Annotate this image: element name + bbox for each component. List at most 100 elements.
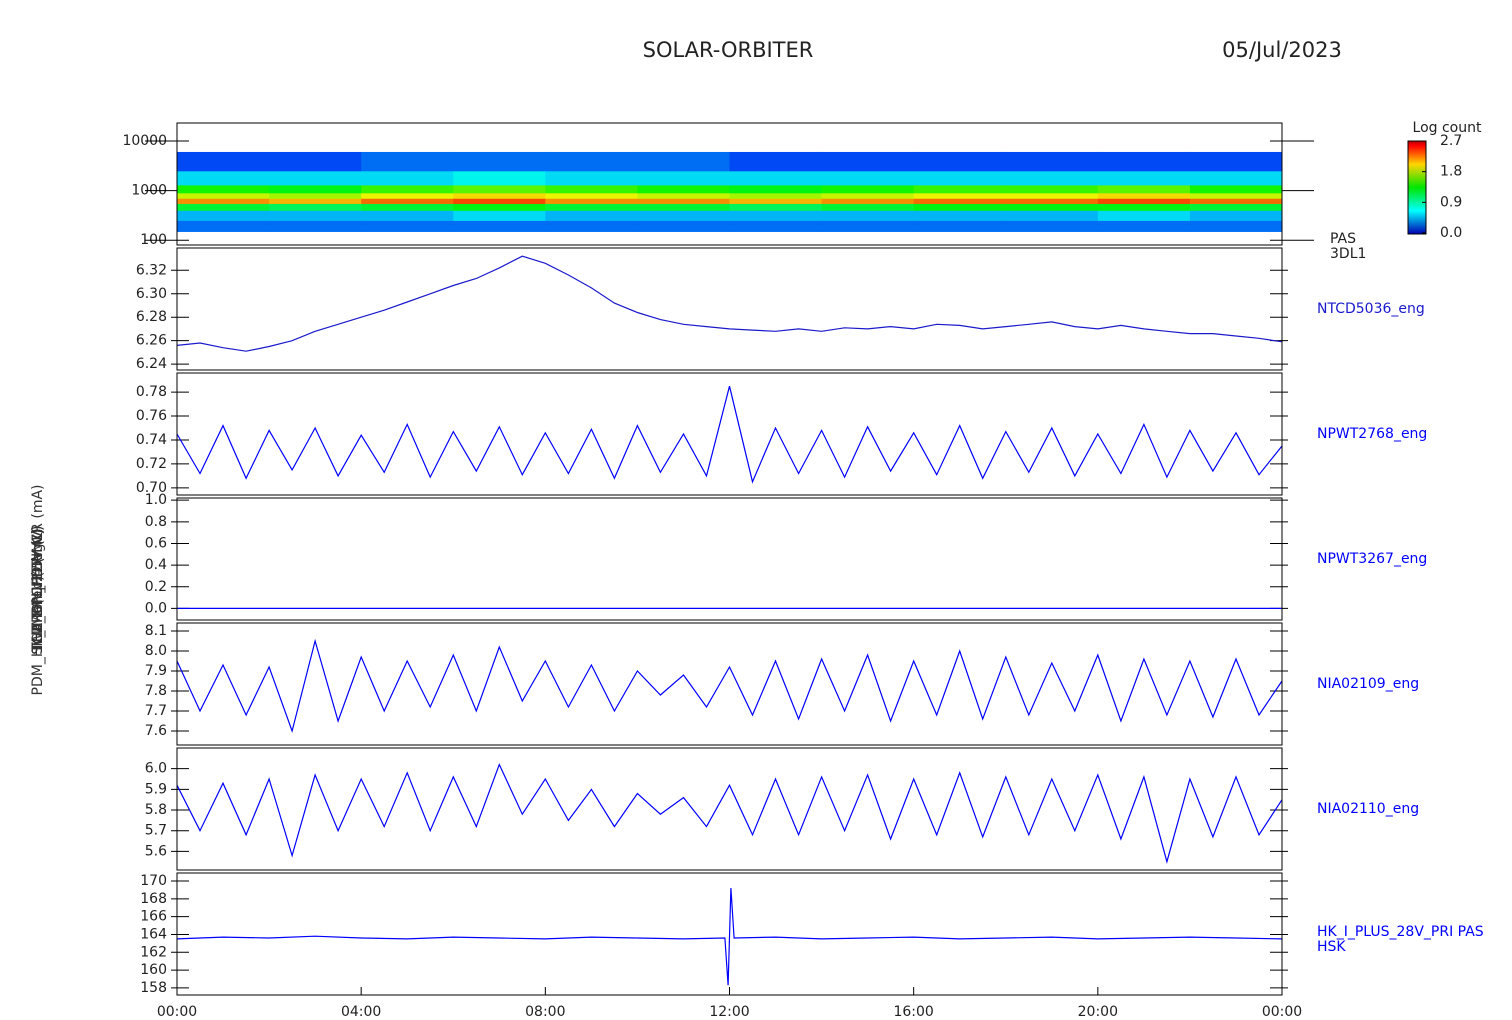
y-tick-label: 7.9	[145, 663, 167, 679]
heat-cell	[1005, 151, 1099, 172]
heat-cell	[1005, 210, 1099, 221]
y-axis-label: THERM CH4 (mV)	[30, 529, 46, 652]
panel-label: 3DL1	[1330, 246, 1366, 262]
heat-cell	[1189, 198, 1283, 204]
heat-cell	[269, 203, 362, 211]
heat-cell	[1005, 170, 1099, 186]
heat-cell	[1005, 184, 1099, 194]
panel-label: NIA02109_eng	[1317, 676, 1419, 692]
y-tick-label: 0.74	[136, 432, 167, 448]
y-tick-label: 0.4	[145, 557, 167, 573]
heat-cell	[913, 192, 1007, 199]
y-tick-label: 7.8	[145, 683, 167, 699]
heat-cell	[637, 170, 730, 186]
y-tick-label: 7.7	[145, 703, 167, 719]
panel-label: NIA02110_eng	[1317, 801, 1419, 817]
data-line	[176, 638, 1283, 734]
heat-cell	[177, 198, 270, 204]
heat-cell	[545, 198, 638, 204]
heat-cell	[1097, 170, 1191, 186]
heat-cell	[1097, 184, 1191, 194]
heat-cell	[545, 203, 638, 211]
heat-cell	[177, 203, 270, 211]
heat-cell	[361, 151, 454, 172]
date: 05/Jul/2023	[1222, 38, 1342, 62]
heat-cell	[1097, 192, 1191, 199]
colorbar-tick-label: 1.8	[1440, 164, 1462, 180]
heat-cell	[821, 192, 915, 199]
y-tick-label: 10000	[122, 133, 167, 149]
y-tick-label: 6.32	[136, 262, 167, 278]
panel-frame	[176, 372, 1283, 496]
panel-label: HSK	[1317, 939, 1346, 955]
heat-cell	[1189, 170, 1283, 186]
panel-frame	[176, 497, 1283, 621]
panel-frame	[176, 247, 1283, 371]
heat-cell	[269, 210, 362, 221]
heat-cell	[361, 192, 454, 199]
x-tick-label: 04:00	[341, 1004, 381, 1020]
heat-cell	[821, 203, 915, 211]
colorbar	[1407, 140, 1427, 235]
panel-label: NPWT3267_eng	[1317, 551, 1427, 567]
panel-label: HK_I_PLUS_28V_PRI PAS	[1317, 924, 1484, 940]
heat-cell	[177, 210, 270, 221]
heat-cell	[913, 184, 1007, 194]
chart-title: SOLAR-ORBITER	[643, 38, 814, 62]
y-tick-label: 0.72	[136, 456, 167, 472]
heat-cell	[361, 203, 454, 211]
heat-cell	[821, 151, 915, 172]
heat-cell	[269, 151, 362, 172]
heat-cell	[821, 210, 915, 221]
x-tick-label: 12:00	[709, 1004, 749, 1020]
heat-cell	[453, 203, 546, 211]
heat-cell	[729, 192, 823, 199]
y-tick-label: 166	[140, 909, 167, 925]
heat-cell	[637, 192, 730, 199]
heat-cell	[821, 170, 915, 186]
x-tick-label: 08:00	[525, 1004, 565, 1020]
heat-cell	[637, 198, 730, 204]
colorbar-tick-label: 2.7	[1440, 133, 1462, 149]
y-axis-label: PDM_HK_IMON_PDRIMLR (mA)	[30, 485, 46, 696]
heat-cell	[1005, 198, 1099, 204]
heat-cell	[361, 184, 454, 194]
y-tick-label: 1.0	[145, 492, 167, 508]
heat-cell	[1097, 220, 1191, 232]
y-axis-label: (eV)	[30, 575, 46, 604]
heat-cell	[1189, 184, 1283, 194]
heat-cell	[1189, 203, 1283, 211]
heat-cell	[177, 220, 270, 232]
y-tick-label: 6.0	[145, 761, 167, 777]
y-tick-label: 164	[140, 926, 167, 942]
heat-cell	[361, 198, 454, 204]
heat-cell	[453, 184, 546, 194]
y-tick-label: 0.0	[145, 600, 167, 616]
panel-label: NPWT2768_eng	[1317, 426, 1427, 442]
heat-cell	[361, 170, 454, 186]
y-tick-label: 6.28	[136, 309, 167, 325]
x-tick-label: 00:00	[157, 1004, 197, 1020]
heat-cell	[637, 184, 730, 194]
heat-cell	[269, 198, 362, 204]
y-tick-label: 0.78	[136, 384, 167, 400]
heat-cell	[1097, 198, 1191, 204]
heat-cell	[545, 151, 638, 172]
heat-cell	[1189, 220, 1283, 232]
colorbar-title: Log count	[1413, 120, 1482, 136]
heat-cell	[913, 198, 1007, 204]
heat-cell	[821, 184, 915, 194]
heat-cell	[637, 203, 730, 211]
panel-label: NTCD5036_eng	[1317, 301, 1425, 317]
heat-cell	[545, 184, 638, 194]
heat-cell	[821, 198, 915, 204]
heat-cell	[545, 210, 638, 221]
y-tick-label: 6.26	[136, 333, 167, 349]
heat-cell	[177, 192, 270, 199]
heat-cell	[729, 151, 823, 172]
y-tick-label: 162	[140, 944, 167, 960]
y-tick-label: 6.24	[136, 356, 167, 372]
y-axis-label: THERM CH5 (mV)	[30, 529, 46, 652]
y-tick-label: 5.8	[145, 802, 167, 818]
colorbar-tick-label: 0.0	[1440, 225, 1462, 241]
